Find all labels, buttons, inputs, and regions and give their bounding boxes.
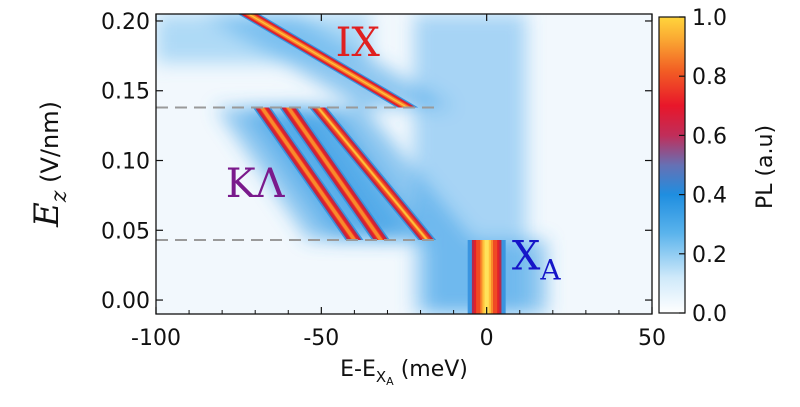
colorbar-ticks: 0.0 0.2 0.4 0.6 0.8 1.0 [679, 6, 727, 327]
pl-emission-lines [237, 14, 506, 314]
y-tick-label: 0.20 [101, 10, 150, 35]
colorbar-tick-label: 1.0 [692, 6, 727, 31]
y-axis-ticks: 0.00 0.05 0.10 0.15 0.20 [101, 10, 652, 314]
pl-line-ix [237, 14, 419, 108]
y-tick-label: 0.15 [101, 80, 150, 105]
x-tick-label: 50 [638, 326, 666, 351]
annotation-label: IX [336, 20, 381, 66]
colorbar-tick-label: 0.4 [692, 184, 727, 209]
pl-line-layer [317, 107, 429, 241]
colorbar-tick-label: 0.6 [692, 124, 727, 149]
transition-dashed-lines [156, 106, 438, 242]
x-axis-label: E-EXA (meV) [340, 357, 468, 388]
plot-frame [155, 13, 653, 315]
annotations: IX KΛ XA [226, 20, 562, 286]
x-axis-ticks: -100 -50 0 50 [131, 14, 666, 351]
pl-line-layer [287, 107, 382, 241]
x-tick-label: 0 [480, 326, 494, 351]
annotation-label: XA [512, 233, 561, 286]
colorbar-tick-label: 0.8 [692, 65, 727, 90]
pl-line-layer [247, 14, 409, 108]
x-tick-label: -50 [303, 326, 339, 351]
y-tick-label: 0.00 [101, 289, 150, 314]
pl-line-kl-2 [279, 107, 390, 241]
y-tick-label: 0.05 [101, 219, 150, 244]
pl-line-xa [467, 240, 506, 314]
y-tick-label: 0.10 [101, 150, 150, 175]
pl-line-layer [260, 107, 356, 241]
colorbar-frame [658, 16, 686, 314]
colorbar-tick-label: 0.2 [692, 243, 727, 268]
pl-line-layer [484, 240, 489, 314]
colorbar-gradient [659, 17, 685, 313]
pl-line-kl-3 [309, 107, 437, 241]
annotation-label: KΛ [226, 161, 286, 207]
heatmap-plot-area: -100 -50 0 50 0.00 0.05 0.10 0.15 0.20 IX KΛ XA [101, 10, 666, 351]
x-tick-label: -100 [131, 326, 181, 351]
pl-line-kl-1 [252, 107, 364, 241]
colorbar-label: PL (a.u) [753, 125, 778, 209]
colorbar: 0.0 0.2 0.4 0.6 0.8 1.0 PL (a.u) [658, 6, 778, 327]
colorbar-tick-label: 0.0 [692, 302, 727, 327]
y-axis-label: Ez (V/nm) [27, 101, 72, 228]
